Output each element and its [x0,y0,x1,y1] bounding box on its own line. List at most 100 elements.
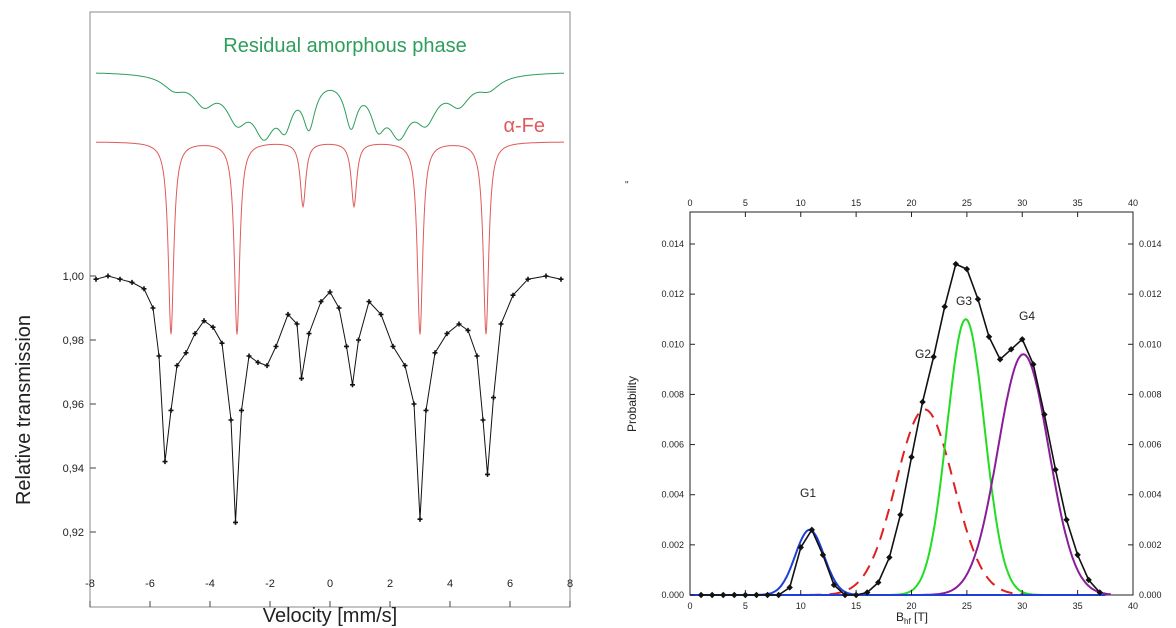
measured-spectrum-point [366,299,372,305]
distribution-point [985,333,993,340]
measured-spectrum-point [162,459,168,465]
measured-spectrum-point [356,337,361,343]
distribution-point [1052,466,1059,473]
measured-spectrum-point [174,363,180,369]
left-x-tick-label: 0 [327,578,333,590]
distribution-point [864,589,871,596]
measured-spectrum-point [465,327,471,333]
measured-spectrum-point [423,407,429,413]
distribution-point [708,591,716,599]
right-y-tick-label: 0.000 [661,590,684,600]
distribution-point [1030,361,1037,368]
measured-spectrum-point [432,350,438,356]
left-x-tick-label: -8 [85,578,95,590]
measured-spectrum-point [255,359,261,365]
component-g2-curve [809,408,1040,596]
left-x-tick-label: -4 [205,578,215,590]
measured-spectrum-point [93,276,99,282]
measured-spectrum-line [95,275,562,523]
measured-spectrum-point [156,353,162,359]
measured-spectrum-point [285,311,291,317]
distribution-point [1085,576,1092,584]
right-y-tick-label: 0.006 [661,440,684,450]
right-x-tick-label: 20 [906,601,916,611]
right-top-tick-label: 25 [962,198,972,208]
measured-spectrum-point [510,292,516,298]
distribution-point [908,453,915,461]
measured-spectrum-point [246,353,252,359]
amorphous-series-label: Residual amorphous phase [223,35,467,57]
measured-spectrum-point [219,340,225,346]
left-x-tick-label: 2 [387,578,393,590]
right-y2-tick-label: 0.000 [1139,590,1162,600]
distribution-point [919,398,926,406]
distribution-point [1096,589,1103,596]
right-y-tick-label: 0.014 [661,239,684,249]
right-y2-tick-label: 0.004 [1139,490,1162,500]
distribution-point [797,544,804,551]
g4-label: G4 [1019,309,1035,323]
left-y-tick-label: 0,98 [63,335,84,347]
distribution-point [930,353,937,361]
measured-spectrum-point [480,417,486,423]
right-xlabel: Bhf [T] [896,610,928,626]
measured-spectrum-point [491,395,496,401]
right-y-tick-label: 0.010 [661,339,684,349]
measured-spectrum-point [444,331,450,337]
left-y-tick-label: 0,94 [63,463,84,475]
measured-spectrum-point [318,299,324,305]
field-distribution-chart: " 005510101515202025253030353540400.0000… [625,180,1162,626]
right-x-tick-label: 25 [962,601,972,611]
measured-spectrum-point [233,519,238,525]
amorphous-phase-curve [96,72,564,141]
right-xlabel-sub: hf [904,617,911,626]
measured-spectrum-point [485,471,490,477]
right-ylabel: Probability [625,376,639,432]
right-top-tick-label: 10 [796,198,806,208]
measured-spectrum-point [239,407,244,413]
left-y-tick-label: 0,96 [63,399,84,411]
left-ylabel: Relative transmission [13,315,35,505]
right-y-tick-label: 0.004 [661,490,684,500]
measured-spectrum-point [192,331,198,337]
measured-spectrum-point [498,321,504,327]
measured-spectrum-point [264,363,270,369]
distribution-point [764,591,771,599]
right-x-tick-label: 15 [851,601,861,611]
right-x-tick-label: 35 [1073,601,1083,611]
distribution-point [830,581,838,589]
right-y-tick-label: 0.008 [661,389,684,399]
g3-label: G3 [956,294,972,308]
component-g1-curve [752,528,868,596]
measured-spectrum-point [390,343,396,349]
mossbauer-chart: -8 -6 -4 -2 0 2 4 6 8 0,92 0,94 0,96 0,98 1,00 Residu… [13,11,573,627]
distribution-point [963,265,971,273]
measured-spectrum-point [543,273,549,279]
measured-spectrum-point [201,318,207,324]
component-g4-curve [921,353,1111,596]
right-top-tick-label: 5 [743,198,748,208]
right-x-tick-label: 40 [1128,601,1138,611]
right-top-tick-label: 20 [906,198,916,208]
right-xlabel-unit: [T] [911,610,928,624]
left-x-tick-label: 6 [507,578,513,590]
distribution-point [1074,551,1081,559]
distribution-point [1063,516,1070,523]
measured-spectrum-point [141,286,147,292]
measured-spectrum-point [525,276,531,282]
right-x-tick-label: 30 [1017,601,1027,611]
distribution-point [786,584,793,591]
distribution-point [819,551,827,559]
distribution-point [841,591,849,599]
left-y-tick-label: 1,00 [63,271,84,283]
g1-label: G1 [800,486,816,500]
measured-spectrum-point [228,417,234,423]
distribution-point [808,526,816,534]
measured-spectrum-point [411,401,417,407]
measured-spectrum-point [299,375,304,381]
total-distribution-line [701,262,1101,596]
alpha-fe-curve [96,141,564,335]
right-y-tick-label: 0.012 [661,289,684,299]
left-x-tick-label: -2 [265,578,275,590]
measured-spectrum-point [183,350,189,356]
